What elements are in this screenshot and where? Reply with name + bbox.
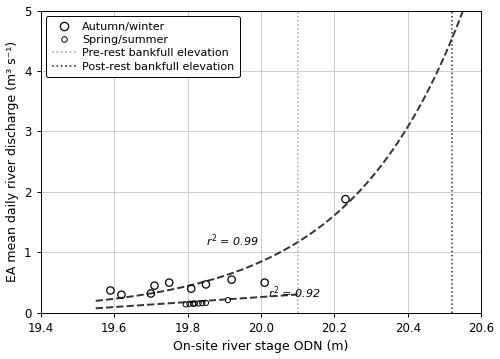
Point — [198, 300, 206, 306]
X-axis label: On-site river stage ODN (m): On-site river stage ODN (m) — [174, 340, 348, 354]
Point — [150, 283, 158, 289]
Point — [224, 297, 232, 303]
Point — [202, 281, 210, 287]
Point — [228, 277, 235, 283]
Text: $r^2$ = 0.92: $r^2$ = 0.92 — [268, 284, 322, 300]
Point — [118, 292, 126, 298]
Point — [187, 286, 195, 292]
Text: $r^2$ = 0.99: $r^2$ = 0.99 — [206, 232, 259, 248]
Point — [191, 300, 199, 306]
Y-axis label: EA mean daily river discharge (m³ s⁻¹): EA mean daily river discharge (m³ s⁻¹) — [6, 41, 18, 282]
Point — [342, 196, 349, 202]
Point — [182, 302, 190, 307]
Point — [186, 301, 194, 307]
Point — [202, 300, 210, 306]
Point — [165, 280, 173, 285]
Point — [106, 288, 114, 293]
Legend: Autumn/winter, Spring/summer, Pre-rest bankfull elevation, Post-rest bankfull el: Autumn/winter, Spring/summer, Pre-rest b… — [46, 16, 240, 77]
Point — [147, 291, 155, 297]
Point — [194, 300, 202, 306]
Point — [189, 301, 197, 307]
Point — [260, 280, 268, 285]
